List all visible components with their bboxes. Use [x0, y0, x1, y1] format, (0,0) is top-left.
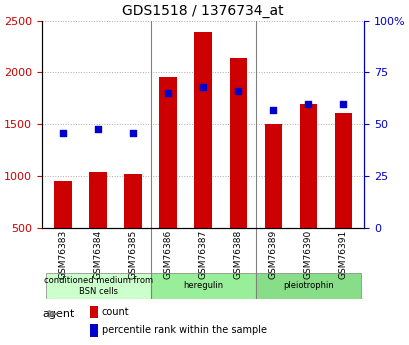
- FancyBboxPatch shape: [255, 273, 360, 299]
- Text: GSM76387: GSM76387: [198, 230, 207, 279]
- Text: GSM76391: GSM76391: [338, 230, 347, 279]
- Bar: [334, 113, 351, 228]
- Point: [200, 84, 206, 90]
- Point: [234, 88, 241, 94]
- Point: [164, 90, 171, 96]
- Text: percentile rank within the sample: percentile rank within the sample: [101, 325, 266, 335]
- Bar: [229, 58, 247, 228]
- Text: GSM76383: GSM76383: [58, 230, 67, 279]
- Bar: [194, 32, 211, 228]
- Text: heregulin: heregulin: [183, 282, 223, 290]
- Text: GSM76386: GSM76386: [163, 230, 172, 279]
- Point: [130, 130, 136, 136]
- Text: GSM76388: GSM76388: [233, 230, 242, 279]
- Text: GSM76384: GSM76384: [93, 230, 102, 279]
- Text: GSM76390: GSM76390: [303, 230, 312, 279]
- Text: agent: agent: [42, 309, 74, 319]
- Bar: [89, 172, 107, 228]
- Bar: [90, 306, 98, 318]
- Point: [339, 101, 346, 106]
- Bar: [159, 77, 177, 228]
- Point: [304, 101, 311, 106]
- Point: [60, 130, 66, 136]
- Bar: [90, 324, 98, 337]
- FancyBboxPatch shape: [150, 273, 255, 299]
- Point: [94, 126, 101, 131]
- Title: GDS1518 / 1376734_at: GDS1518 / 1376734_at: [122, 4, 283, 18]
- Bar: [54, 181, 72, 228]
- Point: [270, 107, 276, 112]
- Bar: [264, 124, 281, 228]
- Text: conditioned medium from
BSN cells: conditioned medium from BSN cells: [43, 276, 152, 296]
- Text: GSM76385: GSM76385: [128, 230, 137, 279]
- Bar: [299, 104, 317, 228]
- Text: pleiotrophin: pleiotrophin: [282, 282, 333, 290]
- Text: count: count: [101, 307, 129, 317]
- FancyBboxPatch shape: [45, 273, 150, 299]
- Bar: [124, 174, 142, 228]
- Text: GSM76389: GSM76389: [268, 230, 277, 279]
